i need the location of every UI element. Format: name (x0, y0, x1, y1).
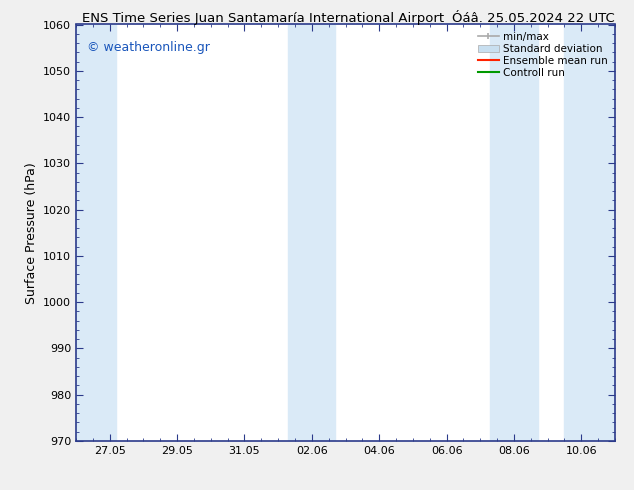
Text: Óáâ. 25.05.2024 22 UTC: Óáâ. 25.05.2024 22 UTC (452, 12, 615, 25)
Bar (288, 24, 335, 441)
Y-axis label: Surface Pressure (hPa): Surface Pressure (hPa) (25, 162, 37, 304)
Text: © weatheronline.gr: © weatheronline.gr (87, 41, 210, 54)
Legend: min/max, Standard deviation, Ensemble mean run, Controll run: min/max, Standard deviation, Ensemble me… (474, 27, 612, 82)
Bar (490, 24, 538, 441)
Bar (564, 24, 615, 441)
Text: ENS Time Series Juan Santamaría International Airport: ENS Time Series Juan Santamaría Internat… (82, 12, 444, 25)
Bar (76, 24, 117, 441)
